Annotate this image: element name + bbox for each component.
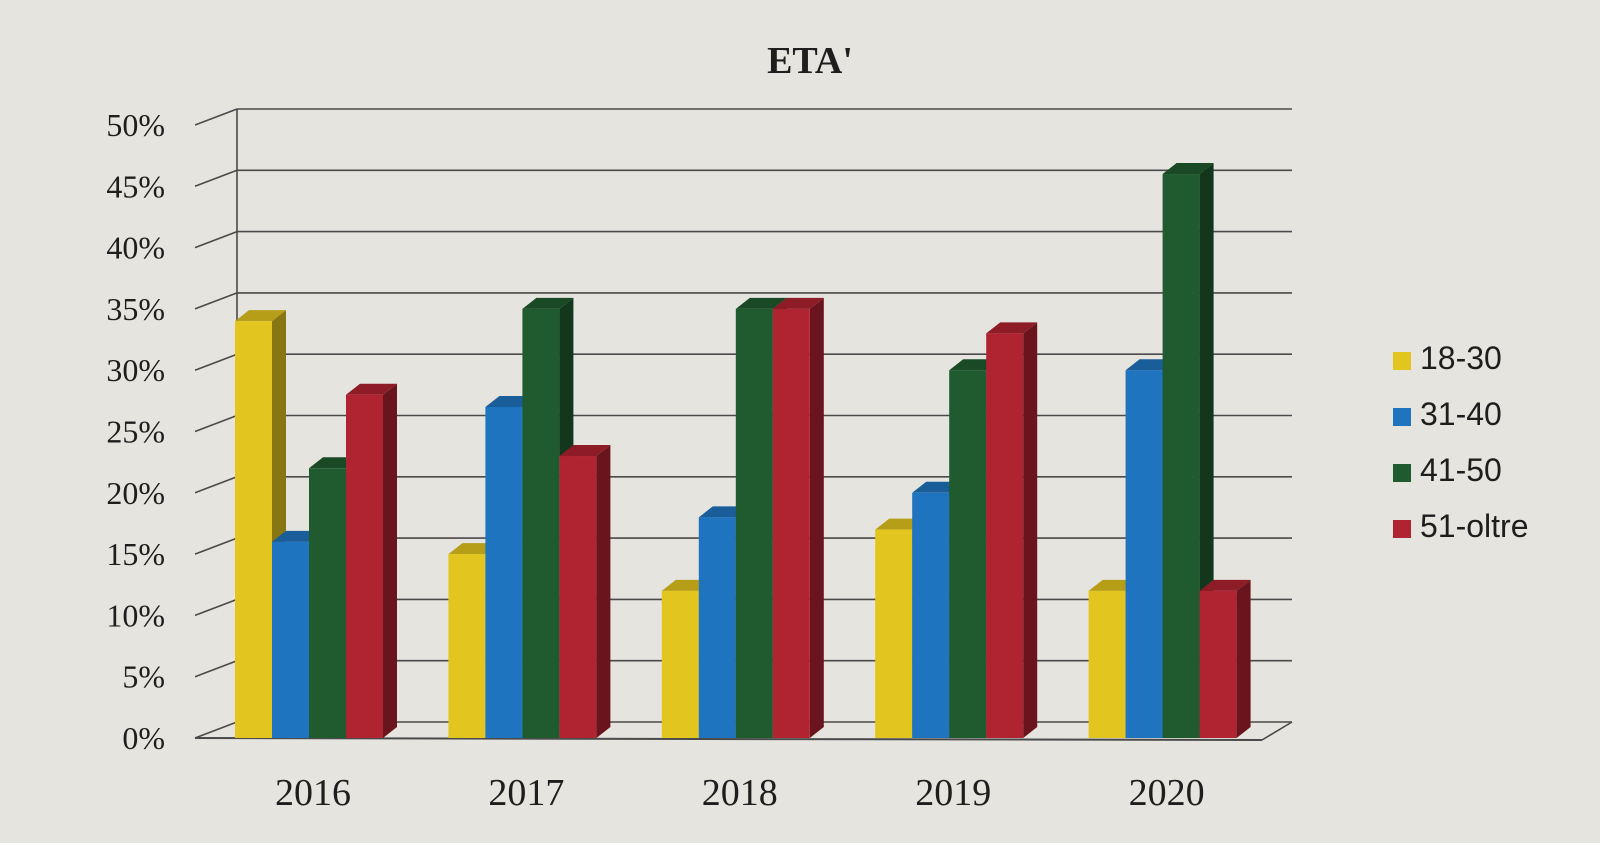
- legend-swatch: [1393, 464, 1411, 482]
- gridline-diagonal: [194, 721, 238, 739]
- x-tick-label: 2016: [275, 772, 351, 814]
- bar-front: [448, 554, 486, 738]
- bar-top: [772, 297, 824, 309]
- legend-swatch: [1393, 352, 1411, 370]
- bar-side: [383, 383, 397, 738]
- chart-title: ETA': [767, 40, 853, 82]
- bar-front: [1088, 590, 1126, 738]
- x-axis-ticks: 2016 2017 2018 2019 2020: [275, 772, 1205, 814]
- bar-top: [735, 297, 787, 309]
- gridline-diagonal: [194, 353, 238, 371]
- legend-label: 41-50: [1420, 452, 1502, 488]
- bar-top: [1199, 579, 1251, 591]
- bar-front: [235, 321, 272, 738]
- bar-front: [949, 370, 987, 738]
- bar-51-oltre-2016: [346, 383, 397, 738]
- legend-label: 51-oltre: [1420, 508, 1529, 544]
- bar-front: [661, 590, 699, 738]
- gridline-diagonal: [194, 659, 238, 678]
- bar-front: [522, 308, 560, 738]
- bar-18-30-2016: [235, 310, 286, 738]
- bar-top: [522, 297, 574, 309]
- bar-51-oltre-2018: [772, 297, 824, 738]
- bar-top: [235, 310, 286, 322]
- bar-front: [309, 468, 346, 738]
- legend-swatch: [1393, 408, 1411, 426]
- bar-top: [559, 445, 611, 457]
- floor-edge: [1261, 721, 1293, 741]
- y-tick-label: 40%: [106, 230, 165, 266]
- y-tick-label: 45%: [106, 168, 165, 204]
- legend-label: 31-40: [1420, 396, 1502, 432]
- x-axis-line: [194, 737, 1263, 741]
- gridline-diagonal: [194, 292, 238, 310]
- bar-top: [986, 322, 1038, 334]
- gridline-diagonal: [194, 230, 238, 249]
- bar-side: [1236, 579, 1251, 738]
- bar-top: [346, 383, 397, 395]
- y-axis-ticks: 0% 5% 10% 15% 20% 25% 30% 35% 40% 45% 50%: [106, 107, 165, 756]
- bar-front: [272, 541, 309, 738]
- gridline-diagonal: [194, 476, 238, 494]
- y-tick-label: 50%: [106, 107, 165, 143]
- bar-top: [1162, 163, 1214, 175]
- bar-front: [698, 517, 736, 738]
- bar-front: [912, 492, 950, 738]
- y-tick-label: 0%: [122, 720, 165, 756]
- bar-side: [809, 297, 824, 738]
- y-tick-label: 30%: [106, 352, 165, 388]
- legend: 18-30 31-40 41-50 51-oltre: [1393, 340, 1529, 544]
- y-tick-label: 10%: [106, 597, 165, 633]
- y-tick-label: 20%: [106, 475, 165, 511]
- bar-51-oltre-2020: [1199, 579, 1251, 738]
- bar-front: [346, 394, 383, 738]
- x-tick-label: 2020: [1129, 772, 1205, 814]
- gridline-diagonal: [194, 108, 238, 126]
- bar-front: [1162, 174, 1200, 739]
- gridline-diagonal: [194, 537, 238, 555]
- y-tick-label: 5%: [122, 659, 165, 695]
- bar-front: [559, 456, 597, 738]
- gridline-diagonal: [194, 414, 238, 433]
- bar-front: [772, 308, 810, 738]
- bar-front: [1125, 370, 1163, 738]
- gridline-diagonal: [194, 169, 238, 188]
- bar-side: [1023, 322, 1038, 738]
- bar-side: [596, 445, 611, 738]
- x-tick-label: 2019: [915, 772, 991, 814]
- bar-front: [735, 308, 773, 738]
- y-tick-label: 15%: [106, 536, 165, 572]
- y-tick-label: 35%: [106, 291, 165, 327]
- bar-front: [485, 406, 523, 738]
- legend-label: 18-30: [1420, 340, 1502, 376]
- x-tick-label: 2017: [488, 772, 564, 814]
- bar-front: [1199, 590, 1237, 738]
- gridline-diagonal: [194, 598, 238, 617]
- legend-swatch: [1393, 520, 1411, 538]
- bar-front: [875, 529, 913, 738]
- bar-51-oltre-2019: [986, 322, 1038, 738]
- x-tick-label: 2018: [702, 772, 778, 814]
- bar-front: [986, 333, 1024, 738]
- bars: [235, 163, 1251, 739]
- bar-51-oltre-2017: [559, 445, 611, 738]
- y-tick-label: 25%: [106, 414, 165, 450]
